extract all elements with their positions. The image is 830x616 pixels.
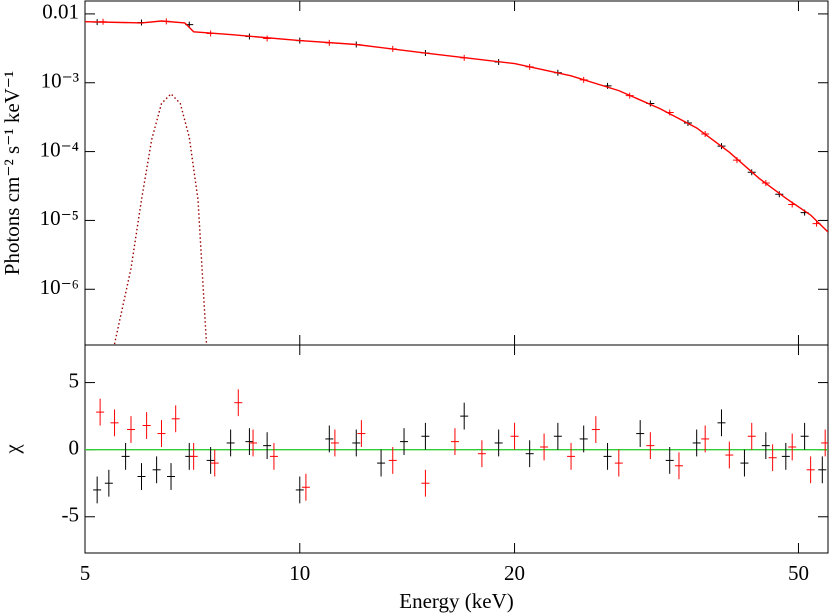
y-tick-label: 10⁻⁶ (40, 275, 79, 299)
y-tick-label: 10⁻⁵ (40, 206, 79, 230)
data-point (775, 191, 784, 198)
y-tick-label: -5 (62, 503, 80, 527)
x-tick-label: 20 (504, 561, 525, 585)
plot-area (85, 18, 828, 345)
y-tick-label: 10⁻⁴ (40, 137, 79, 161)
panel-frame (84, 344, 829, 554)
x-tick-label: 5 (80, 561, 91, 585)
model-line (85, 20, 828, 233)
panel-frame (84, 0, 829, 346)
plot-area (85, 389, 828, 504)
y-tick-label: 0.01 (42, 0, 79, 24)
x-axis-label: Energy (keV) (399, 589, 514, 613)
y-tick-label: 10⁻³ (41, 69, 79, 93)
y-axis-label: χ (0, 444, 24, 455)
y-axis-label: Photons cm⁻² s⁻¹ keV⁻¹ (0, 71, 24, 275)
x-tick-label: 10 (289, 561, 310, 585)
component-line (113, 92, 208, 345)
y-tick-label: 5 (69, 368, 80, 392)
y-tick-label: 0 (69, 435, 80, 459)
x-tick-label: 50 (788, 561, 809, 585)
